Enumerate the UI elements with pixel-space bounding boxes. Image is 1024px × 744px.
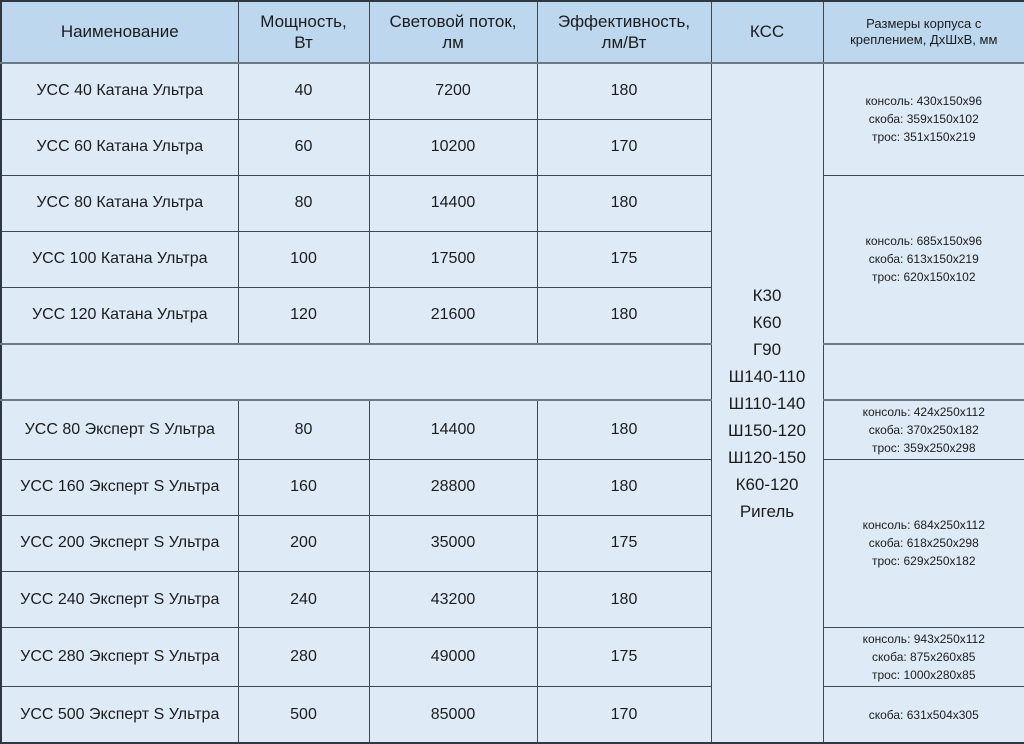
cell-power: 160 [237, 458, 370, 516]
cell-name: УСС 80 Катана Ультра [0, 174, 239, 232]
dimensions-block-2: консоль: 685x150x96 скоба: 613x150x219 т… [822, 174, 1024, 345]
cell-efficiency: 180 [536, 399, 712, 460]
cell-flux: 35000 [368, 514, 538, 573]
cell-efficiency: 180 [536, 570, 712, 629]
cell-efficiency: 175 [536, 514, 712, 573]
cell-power: 240 [237, 570, 370, 629]
col-header-efficiency: Эффективность, лм/Вт [536, 0, 712, 64]
cell-efficiency: 170 [536, 686, 712, 744]
table-row: УСС 60 Катана Ультра 60 10200 170 [0, 118, 1024, 176]
cell-name: УСС 100 Катана Ультра [0, 230, 239, 288]
dimensions-block-1: консоль: 430x150x96 скоба: 359x150x102 т… [822, 62, 1024, 176]
cell-power: 80 [237, 174, 370, 232]
table-row: УСС 240 Эксперт S Ультра 240 43200 180 [0, 570, 1024, 629]
table-row: УСС 40 Катана Ультра 40 7200 180 К30 К60… [0, 62, 1024, 744]
dimensions-block-4: консоль: 424x250x112 скоба: 370x250x182 … [822, 399, 1024, 460]
cell-power: 60 [237, 118, 370, 176]
cell-flux: 17500 [368, 230, 538, 288]
cell-flux: 21600 [368, 286, 538, 345]
table-row: УСС 280 Эксперт S Ультра 280 49000 175 к… [0, 627, 1024, 688]
cell-power: 280 [237, 627, 370, 688]
cell-efficiency: 170 [536, 118, 712, 176]
kss-merged-cell: К30 К60 Г90 Ш140-110 Ш110-140 Ш150-120 Ш… [710, 62, 824, 744]
cell-name: УСС 80 Эксперт S Ультра [0, 399, 239, 460]
dimensions-block-6: консоль: 943x250x112 скоба: 875x260x85 т… [822, 627, 1024, 688]
cell-name: УСС 500 Эксперт S Ультра [0, 686, 239, 744]
cell-efficiency: 180 [536, 62, 712, 120]
dimensions-block-7: скоба: 631x504x305 [822, 686, 1024, 744]
col-header-flux: Световой поток, лм [368, 0, 538, 64]
cell-name: УСС 280 Эксперт S Ультра [0, 627, 239, 688]
cell-name: УСС 40 Катана Ультра [0, 62, 239, 120]
cell-name: УСС 240 Эксперт S Ультра [0, 570, 239, 629]
col-header-kss: КСС [710, 0, 824, 64]
cell-efficiency: 180 [536, 458, 712, 516]
cell-name: УСС 60 Катана Ультра [0, 118, 239, 176]
cell-name: УСС 160 Эксперт S Ультра [0, 458, 239, 516]
header-row: Наименование Мощность, Вт Световой поток… [0, 0, 1024, 64]
cell-efficiency: 175 [536, 627, 712, 688]
cell-power: 80 [237, 399, 370, 460]
cell-flux: 10200 [368, 118, 538, 176]
table-row: УСС 120 Катана Ультра 120 21600 180 [0, 286, 1024, 345]
cell-flux: 43200 [368, 570, 538, 629]
cell-power: 40 [237, 62, 370, 120]
table-row: УСС 80 Эксперт S Ультра 80 14400 180 кон… [0, 399, 1024, 460]
separator-row [0, 342, 1024, 401]
table-row: УСС 200 Эксперт S Ультра 200 35000 175 [0, 514, 1024, 573]
cell-flux: 49000 [368, 627, 538, 688]
cell-name: УСС 200 Эксперт S Ультра [0, 514, 239, 573]
dimensions-block-5: консоль: 684x250x112 скоба: 618x250x298 … [822, 458, 1024, 629]
col-header-name: Наименование [0, 0, 239, 64]
cell-power: 200 [237, 514, 370, 573]
dimensions-block-3-empty [822, 342, 1024, 401]
col-header-power: Мощность, Вт [237, 0, 370, 64]
table-row: УСС 160 Эксперт S Ультра 160 28800 180 к… [0, 458, 1024, 629]
cell-efficiency: 180 [536, 174, 712, 232]
cell-efficiency: 175 [536, 230, 712, 288]
cell-flux: 14400 [368, 174, 538, 232]
cell-power: 100 [237, 230, 370, 288]
cell-power: 120 [237, 286, 370, 345]
cell-flux: 7200 [368, 62, 538, 120]
cell-flux: 14400 [368, 399, 538, 460]
col-header-dimensions: Размеры корпуса с креплением, ДхШхВ, мм [822, 0, 1024, 64]
cell-flux: 85000 [368, 686, 538, 744]
cell-power: 500 [237, 686, 370, 744]
cell-efficiency: 180 [536, 286, 712, 345]
separator-merged-cell [0, 342, 712, 401]
cell-name: УСС 120 Катана Ультра [0, 286, 239, 345]
cell-flux: 28800 [368, 458, 538, 516]
table-row: УСС 500 Эксперт S Ультра 500 85000 170 с… [0, 686, 1024, 744]
table-row: УСС 100 Катана Ультра 100 17500 175 [0, 230, 1024, 288]
table-row: УСС 80 Катана Ультра 80 14400 180 консол… [0, 174, 1024, 345]
